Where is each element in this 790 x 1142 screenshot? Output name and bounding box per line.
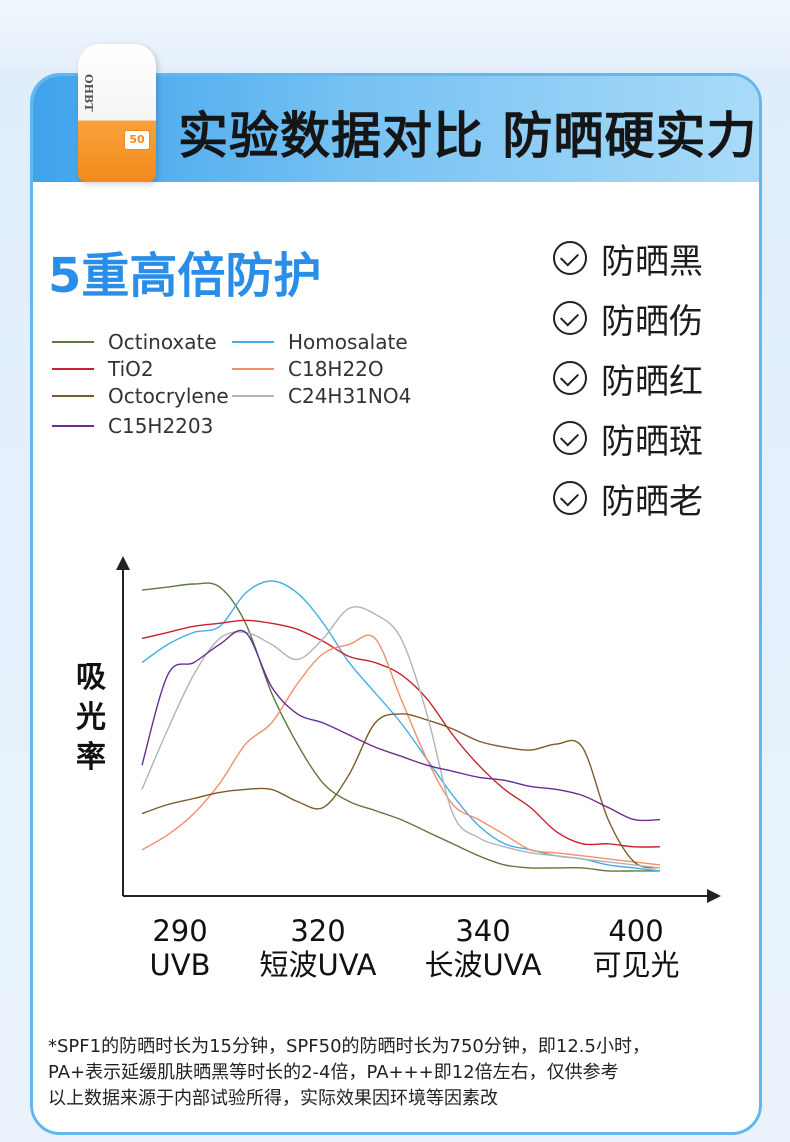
legend-label: Octocrylene <box>108 384 229 408</box>
benefit-label: 防晒黑 <box>601 241 703 282</box>
legend-swatch <box>232 368 274 370</box>
benefit-label: 防晒红 <box>601 361 703 402</box>
legend-entry-c18h22o: C18H22O <box>232 357 384 381</box>
x-tick-value: 320 <box>290 914 346 948</box>
legend-swatch <box>52 425 94 427</box>
footnote-line: 以上数据来源于内部试验所得，实际效果因环境等因素改 <box>48 1088 498 1109</box>
benefit-item: 防晒老 <box>553 468 753 528</box>
product-bottle-image: OHBT 50 <box>78 44 156 182</box>
legend-label: C24H31NO4 <box>288 384 412 408</box>
product-brand-logo: OHBT <box>82 74 95 112</box>
legend-entry-c15h2203: C15H2203 <box>52 414 213 438</box>
legend-label: C15H2203 <box>108 414 214 438</box>
benefit-item: 防晒黑 <box>553 228 753 288</box>
x-tick-value: 290 <box>152 914 208 948</box>
card-header: 实验数据对比 防晒硬实力 <box>33 76 759 182</box>
footnote-line: PA+表示延缓肌肤晒黑等时长的2-4倍，PA+++即12倍左右，仅供参考 <box>48 1062 619 1083</box>
legend-label: C18H22O <box>288 357 384 381</box>
x-tick-290: 290 UVB <box>100 914 260 982</box>
product-spf-badge: 50 <box>124 130 150 150</box>
legend-entry-octocrylene: Octocrylene <box>52 384 229 408</box>
benefit-label: 防晒老 <box>601 481 703 522</box>
x-tick-400: 400 可见光 <box>556 914 716 982</box>
benefit-item: 防晒红 <box>553 348 753 408</box>
check-circle-icon <box>553 421 587 455</box>
check-circle-icon <box>553 301 587 335</box>
benefit-label: 防晒伤 <box>601 301 703 342</box>
legend-label: Homosalate <box>288 330 408 354</box>
benefit-item: 防晒斑 <box>553 408 753 468</box>
x-tick-sublabel: 长波UVA <box>424 948 542 982</box>
benefit-checklist: 防晒黑 防晒伤 防晒红 防晒斑 防晒老 <box>553 228 753 528</box>
x-tick-340: 340 长波UVA <box>403 914 563 982</box>
check-circle-icon <box>553 241 587 275</box>
x-tick-320: 320 短波UVA <box>238 914 398 982</box>
check-circle-icon <box>553 481 587 515</box>
section-heading: 5重高倍防护 <box>48 248 322 304</box>
benefit-label: 防晒斑 <box>601 421 703 462</box>
benefit-item: 防晒伤 <box>553 288 753 348</box>
legend-swatch <box>52 341 94 343</box>
legend-label: Octinoxate <box>108 330 217 354</box>
y-axis-label: 吸光率 <box>76 660 106 775</box>
x-tick-sublabel: 短波UVA <box>259 948 377 982</box>
legend-entry-homosalate: Homosalate <box>232 330 408 354</box>
x-tick-sublabel: UVB <box>149 948 211 982</box>
x-tick-value: 400 <box>608 914 664 948</box>
footnote: *SPF1的防晒时长为15分钟，SPF50的防晒时长为750分钟，即12.5小时… <box>48 1034 748 1112</box>
legend-entry-c24h31no4: C24H31NO4 <box>232 384 411 408</box>
legend-swatch <box>52 368 94 370</box>
page-title: 实验数据对比 防晒硬实力 <box>178 107 758 165</box>
legend-entry-octinoxate: Octinoxate <box>52 330 217 354</box>
footnote-line: *SPF1的防晒时长为15分钟，SPF50的防晒时长为750分钟，即12.5小时… <box>48 1036 650 1057</box>
x-tick-value: 340 <box>455 914 511 948</box>
legend-entry-tio2: TiO2 <box>52 357 154 381</box>
x-tick-sublabel: 可见光 <box>592 948 680 982</box>
legend-label: TiO2 <box>108 357 154 381</box>
legend-swatch <box>52 395 94 397</box>
legend-swatch <box>232 341 274 343</box>
legend-swatch <box>232 395 274 397</box>
check-circle-icon <box>553 361 587 395</box>
